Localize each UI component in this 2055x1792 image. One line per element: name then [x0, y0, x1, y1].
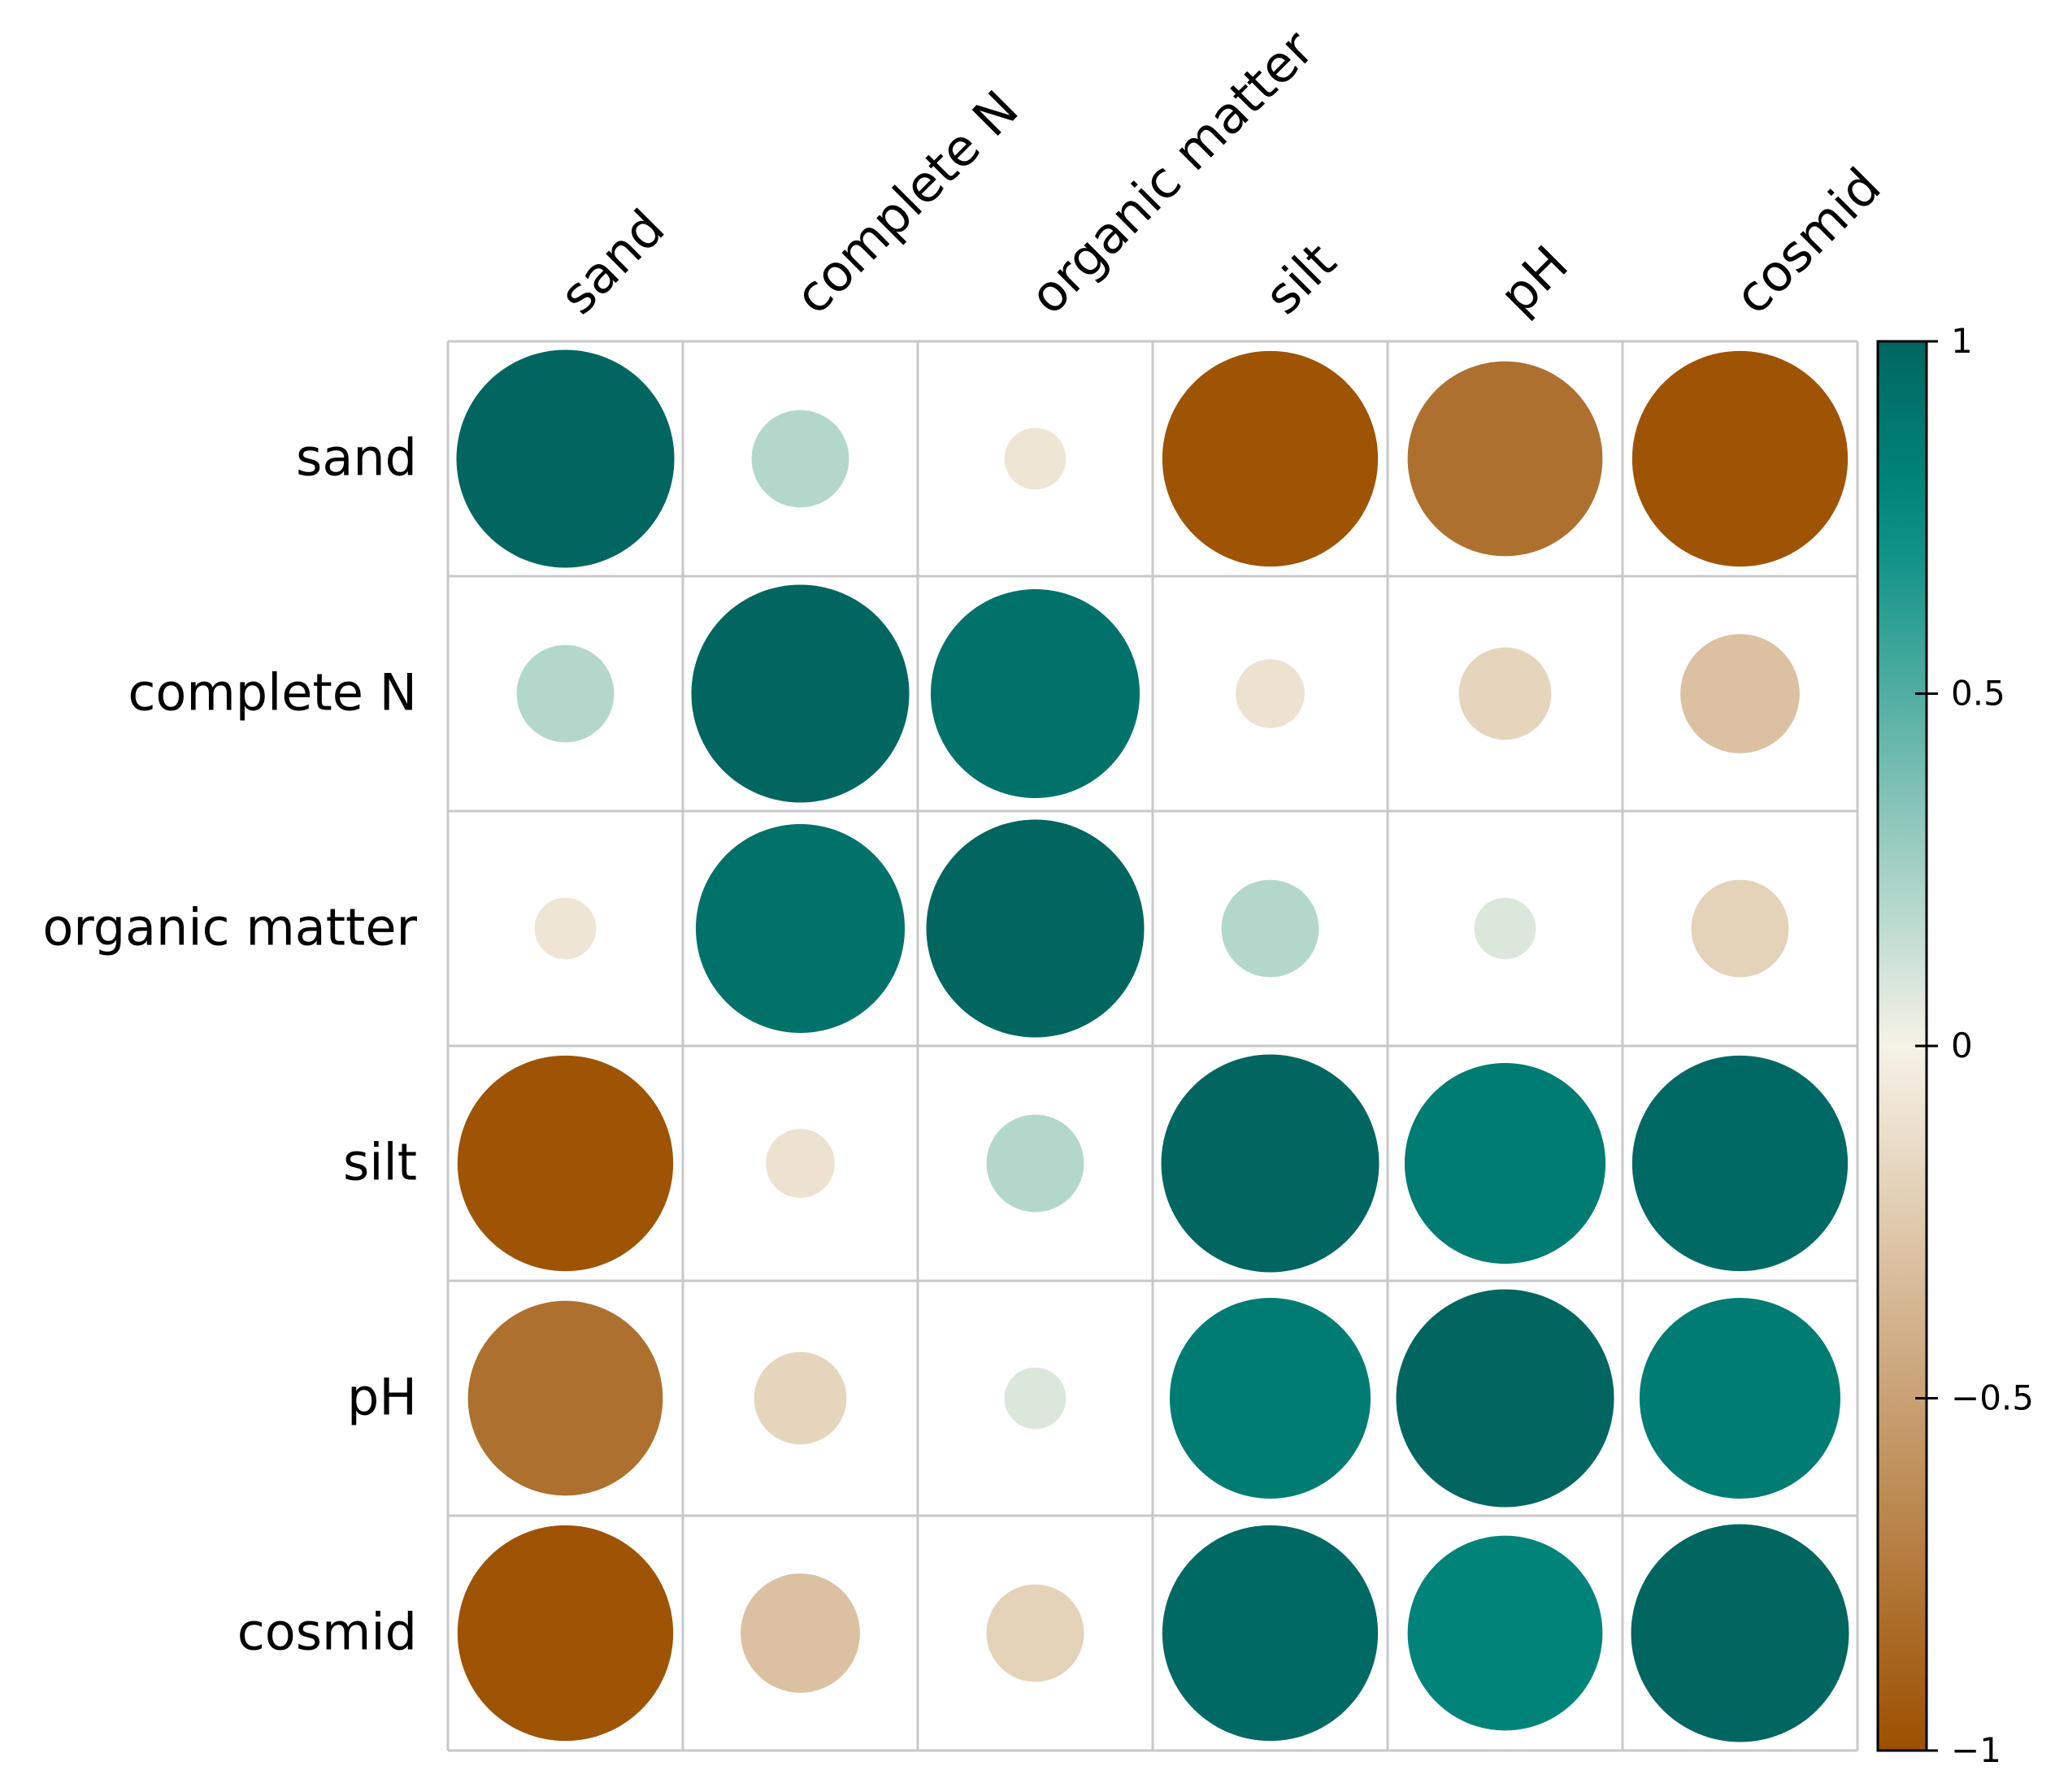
- colorbar-tick-label: 0.5: [1951, 674, 2005, 714]
- column-label: pH: [1488, 234, 1579, 325]
- correlation-circle-4-1: [754, 1352, 847, 1445]
- correlation-circle-2-5: [1691, 879, 1789, 978]
- correlation-circle-4-0: [467, 1300, 663, 1496]
- correlation-circle-2-4: [1474, 897, 1536, 960]
- correlation-circle-1-5: [1680, 634, 1800, 753]
- correlation-circle-0-0: [456, 349, 675, 568]
- column-label: complete N: [783, 79, 1029, 325]
- row-label: organic matter: [42, 898, 417, 957]
- correlation-circle-2-2: [926, 819, 1145, 1038]
- row-labels: sand complete N organic matter silt pH cosmid: [42, 428, 417, 1662]
- correlation-circle-3-1: [766, 1129, 835, 1198]
- row-label: pH: [347, 1368, 417, 1427]
- correlation-circle-5-1: [741, 1573, 860, 1693]
- correlation-circle-4-5: [1639, 1297, 1841, 1499]
- correlation-circle-3-0: [457, 1055, 674, 1272]
- correlation-circle-5-2: [986, 1584, 1084, 1682]
- colorbar-tick-label: 0: [1951, 1026, 1973, 1065]
- correlation-circle-5-0: [457, 1525, 674, 1742]
- colorbar-tick-label: 1: [1951, 321, 1973, 361]
- correlation-circle-2-3: [1221, 879, 1319, 978]
- row-label: cosmid: [237, 1603, 417, 1662]
- correlation-circle-2-1: [695, 823, 906, 1034]
- correlation-circle-0-3: [1162, 350, 1379, 567]
- correlation-circle-1-3: [1236, 659, 1305, 728]
- correlation-circle-3-5: [1631, 1055, 1849, 1272]
- correlation-circle-4-3: [1169, 1297, 1371, 1499]
- colorbar: 1 0.5 0 −0.5 −1: [1876, 321, 2034, 1770]
- correlation-circle-3-3: [1161, 1054, 1379, 1273]
- correlation-circle-4-4: [1396, 1289, 1614, 1508]
- row-label: silt: [343, 1133, 417, 1192]
- row-label: complete N: [128, 663, 417, 722]
- correlation-circle-5-4: [1407, 1535, 1603, 1731]
- correlation-circle-3-2: [986, 1114, 1084, 1213]
- colorbar-tick-label: −0.5: [1951, 1378, 2034, 1418]
- circle-layer: [456, 349, 1849, 1742]
- correlation-circle-1-0: [516, 644, 615, 743]
- correlation-circle-0-5: [1631, 350, 1849, 567]
- correlation-circle-3-4: [1404, 1062, 1606, 1265]
- colorbar-tick-label: −1: [1951, 1730, 2001, 1770]
- grid-layer: [446, 340, 1859, 1752]
- correlation-circle-0-4: [1407, 361, 1603, 557]
- column-label: silt: [1253, 232, 1347, 326]
- correlation-circle-2-0: [534, 897, 597, 960]
- correlation-circle-1-1: [691, 584, 910, 803]
- correlation-circle-4-2: [1004, 1367, 1067, 1430]
- correlation-circle-5-5: [1631, 1524, 1849, 1742]
- correlation-circle-1-2: [930, 588, 1140, 799]
- column-label: cosmid: [1723, 156, 1892, 325]
- correlation-circle-0-2: [1004, 427, 1067, 490]
- row-label: sand: [296, 428, 417, 488]
- column-label: sand: [548, 198, 676, 326]
- correlation-circle-5-3: [1162, 1525, 1379, 1742]
- correlation-circle-1-4: [1458, 647, 1552, 740]
- correlation-circle-0-1: [751, 410, 849, 508]
